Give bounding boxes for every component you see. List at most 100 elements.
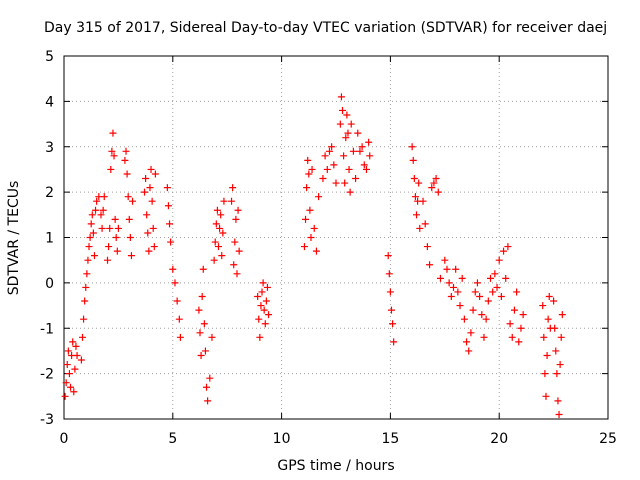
y-tick-label: -1: [40, 321, 54, 337]
data-point: [263, 283, 271, 291]
data-point: [169, 265, 177, 273]
data-point: [342, 134, 350, 142]
chart-title: Day 315 of 2017, Sidereal Day-to-day VTE…: [44, 20, 607, 36]
data-point: [390, 338, 398, 346]
data-point: [544, 315, 552, 323]
y-tick-label: 0: [45, 276, 54, 292]
data-point: [198, 292, 206, 300]
data-point: [206, 374, 214, 382]
data-point: [90, 252, 98, 260]
data-point: [450, 283, 458, 291]
data-point: [428, 184, 436, 192]
data-point: [325, 147, 333, 155]
data-point: [484, 297, 492, 305]
data-point: [550, 297, 558, 305]
data-point: [340, 152, 348, 160]
data-point: [358, 143, 366, 151]
data-point: [97, 211, 105, 219]
data-point: [352, 175, 360, 183]
data-point: [111, 215, 119, 223]
data-point: [306, 206, 314, 214]
data-point: [552, 347, 560, 355]
axis-ticks: 0 5 10 15 20 25 -3 -2 -1 0 1 2 3 4 5: [40, 49, 617, 447]
data-point: [362, 165, 370, 173]
data-point: [491, 270, 499, 278]
data-point: [460, 315, 468, 323]
data-point: [113, 247, 121, 255]
data-point: [124, 193, 132, 201]
data-point: [196, 329, 204, 337]
data-point: [539, 302, 547, 310]
data-point: [343, 111, 351, 119]
data-point: [100, 193, 108, 201]
data-point: [471, 288, 479, 296]
data-point: [71, 365, 79, 373]
data-point: [339, 106, 347, 114]
data-point: [63, 361, 71, 369]
data-point: [305, 170, 313, 178]
x-tick-label: 5: [168, 431, 177, 447]
data-point: [195, 306, 203, 314]
data-point: [360, 161, 368, 169]
data-point: [175, 315, 183, 323]
data-point: [502, 274, 510, 282]
data-point: [553, 370, 561, 378]
data-point: [256, 333, 264, 341]
data-point: [164, 202, 172, 210]
data-point: [62, 379, 70, 387]
data-point: [319, 175, 327, 183]
data-point: [220, 197, 228, 205]
data-point: [489, 288, 497, 296]
data-point: [508, 333, 516, 341]
data-point: [366, 152, 374, 160]
data-point: [308, 165, 316, 173]
data-point: [121, 156, 129, 164]
data-point: [478, 311, 486, 319]
data-point: [213, 206, 221, 214]
data-point: [347, 120, 355, 128]
data-point: [330, 161, 338, 169]
data-point: [416, 224, 424, 232]
data-point: [413, 211, 421, 219]
data-point: [127, 252, 135, 260]
data-point: [445, 279, 453, 287]
y-tick-label: -3: [40, 412, 54, 428]
x-tick-label: 0: [60, 431, 69, 447]
data-point: [261, 320, 269, 328]
data-point: [255, 315, 263, 323]
data-point: [147, 165, 155, 173]
data-point: [432, 175, 440, 183]
data-point: [229, 184, 237, 192]
data-point: [163, 184, 171, 192]
data-point: [345, 165, 353, 173]
data-point: [430, 179, 438, 187]
data-point: [123, 170, 131, 178]
data-point: [387, 306, 395, 314]
data-point: [85, 243, 93, 251]
data-point: [257, 302, 265, 310]
data-point: [106, 224, 114, 232]
data-point: [421, 220, 429, 228]
data-point: [129, 197, 137, 205]
data-point: [122, 147, 130, 155]
data-point: [556, 361, 564, 369]
data-point: [78, 333, 86, 341]
data-point: [497, 292, 505, 300]
data-point: [98, 224, 106, 232]
data-point: [389, 320, 397, 328]
data-point: [141, 188, 149, 196]
data-point: [517, 324, 525, 332]
data-point: [86, 234, 94, 241]
data-point: [142, 175, 150, 183]
data-point: [87, 220, 95, 228]
data-point: [219, 229, 227, 237]
data-point: [210, 256, 218, 264]
data-point: [540, 333, 548, 341]
data-point: [235, 247, 243, 255]
data-point: [212, 220, 220, 228]
data-point: [463, 338, 471, 346]
data-point: [208, 333, 216, 341]
data-point: [337, 93, 345, 101]
data-point: [217, 211, 225, 219]
data-point: [423, 243, 431, 251]
